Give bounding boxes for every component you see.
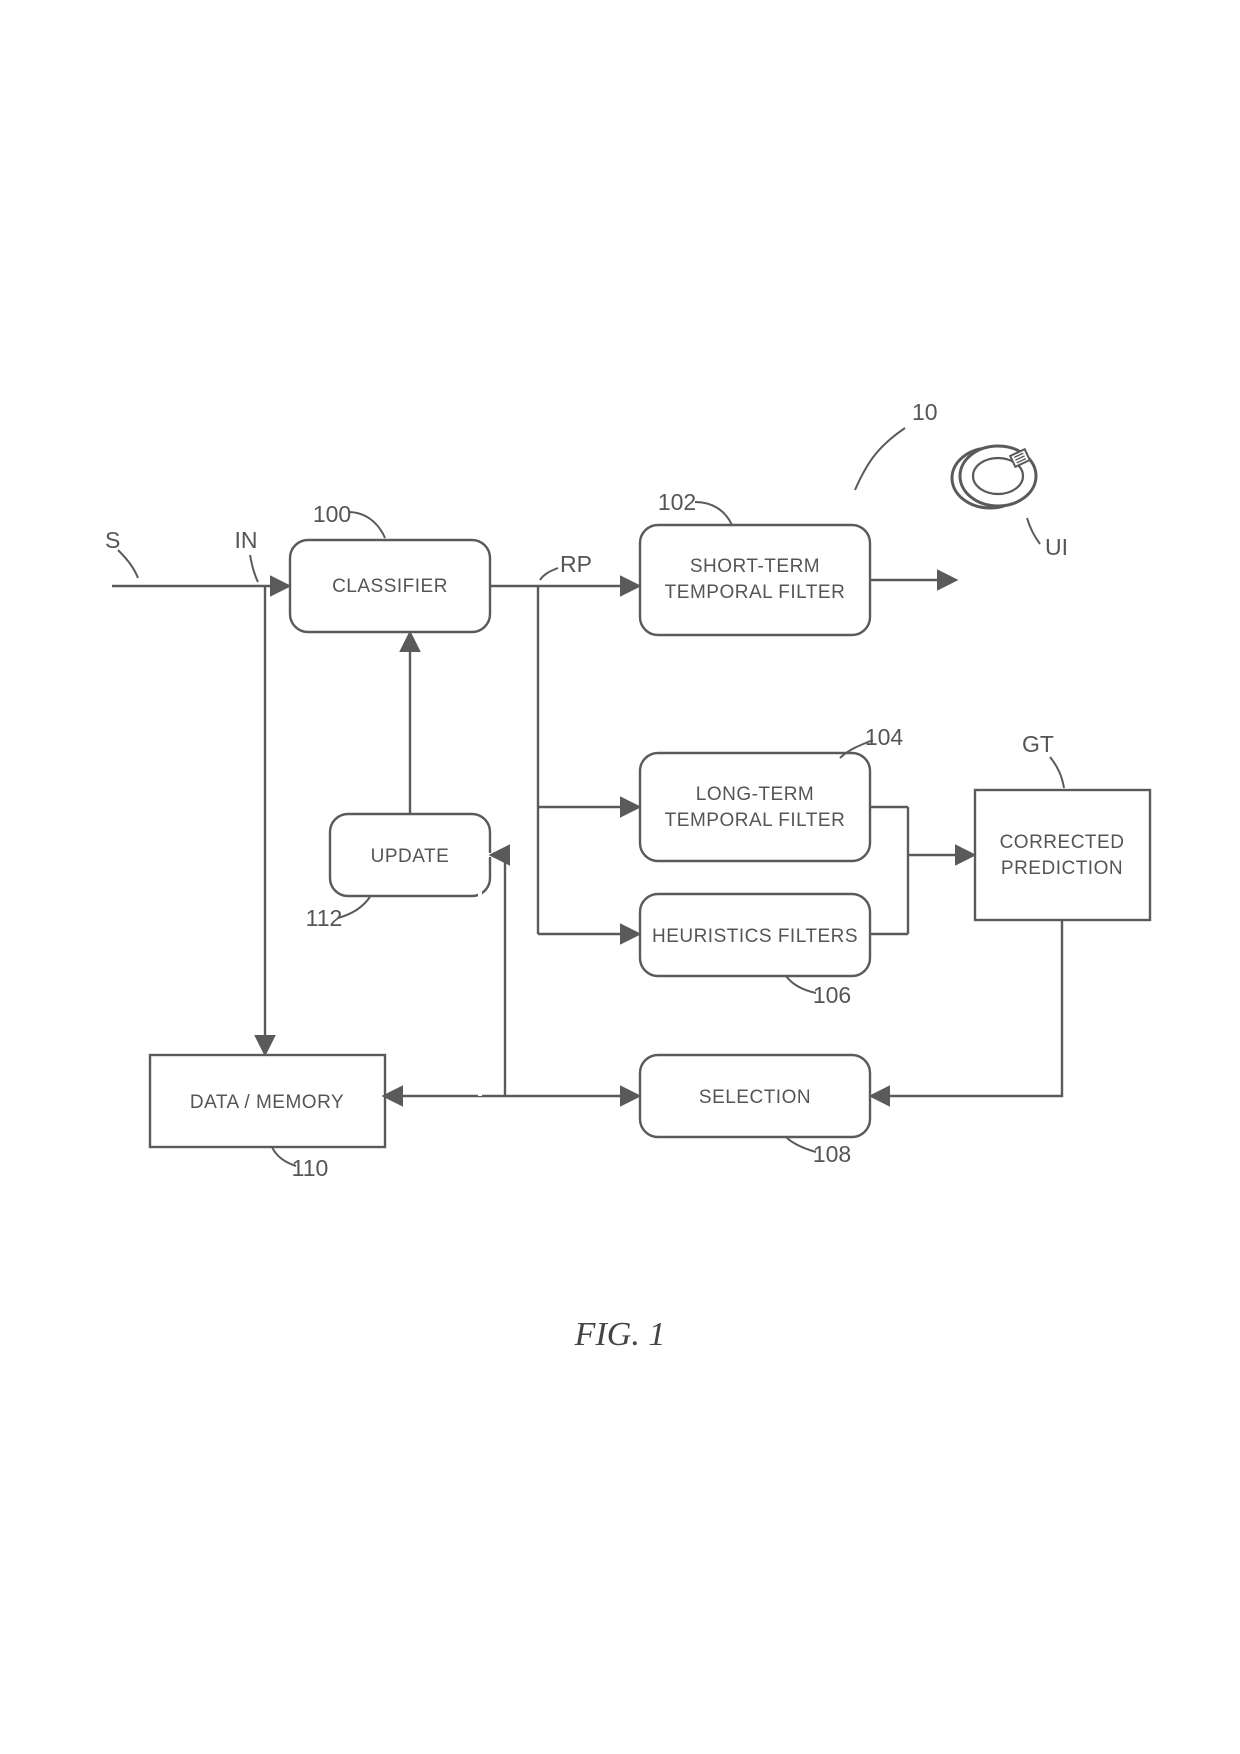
svg-text:CLASSIFIER: CLASSIFIER bbox=[332, 576, 448, 597]
svg-text:LONG-TERM: LONG-TERM bbox=[696, 784, 815, 805]
ref-102: 102 bbox=[658, 489, 696, 515]
ref-106: 106 bbox=[813, 982, 851, 1008]
corrected-prediction-box: CORRECTED PREDICTION bbox=[975, 790, 1150, 920]
leader-gt bbox=[1050, 757, 1064, 788]
signal-rp: RP bbox=[560, 551, 592, 577]
svg-text:TEMPORAL FILTER: TEMPORAL FILTER bbox=[665, 582, 846, 603]
update-box: UPDATE bbox=[330, 814, 490, 896]
ref-100: 100 bbox=[313, 501, 351, 527]
leader-112 bbox=[338, 897, 370, 918]
signal-in: IN bbox=[235, 527, 258, 553]
ref-104: 104 bbox=[865, 724, 904, 750]
ref-110: 110 bbox=[292, 1155, 329, 1181]
figure-1-diagram: 10 CLASSIFIER SHORT-TERM TEMPORAL FILTER… bbox=[0, 0, 1240, 1754]
svg-text:CORRECTED: CORRECTED bbox=[1000, 832, 1125, 853]
system-ref-label: 10 bbox=[912, 399, 938, 425]
leader-in bbox=[250, 555, 258, 582]
selection-box: SELECTION bbox=[640, 1055, 870, 1137]
leader-10 bbox=[855, 428, 905, 490]
ring-icon bbox=[952, 446, 1036, 508]
ref-112: 112 bbox=[306, 905, 343, 931]
leader-108 bbox=[786, 1137, 816, 1152]
signal-ui: UI bbox=[1045, 534, 1068, 560]
leader-ui bbox=[1027, 518, 1040, 544]
short-term-filter-box: SHORT-TERM TEMPORAL FILTER bbox=[640, 525, 870, 635]
data-memory-box: DATA / MEMORY bbox=[150, 1055, 385, 1147]
leader-s bbox=[118, 550, 138, 578]
svg-text:PREDICTION: PREDICTION bbox=[1001, 858, 1123, 879]
svg-text:TEMPORAL FILTER: TEMPORAL FILTER bbox=[665, 810, 846, 831]
leader-rp bbox=[540, 568, 558, 580]
leader-102 bbox=[695, 502, 732, 525]
leader-100 bbox=[348, 512, 385, 538]
long-term-filter-box: LONG-TERM TEMPORAL FILTER bbox=[640, 753, 870, 861]
leader-106 bbox=[786, 976, 816, 993]
ref-gt: GT bbox=[1022, 731, 1054, 757]
signal-s: S bbox=[105, 527, 120, 553]
svg-text:SELECTION: SELECTION bbox=[699, 1087, 811, 1108]
svg-text:DATA / MEMORY: DATA / MEMORY bbox=[190, 1092, 344, 1113]
svg-text:UPDATE: UPDATE bbox=[371, 846, 450, 867]
ref-108: 108 bbox=[813, 1141, 851, 1167]
figure-caption: FIG. 1 bbox=[574, 1316, 666, 1353]
heuristics-filters-box: HEURISTICS FILTERS bbox=[640, 894, 870, 976]
classifier-box: CLASSIFIER bbox=[290, 540, 490, 632]
arrow-corrected-to-selection bbox=[872, 920, 1062, 1096]
svg-text:HEURISTICS FILTERS: HEURISTICS FILTERS bbox=[652, 926, 858, 947]
svg-text:SHORT-TERM: SHORT-TERM bbox=[690, 556, 820, 577]
